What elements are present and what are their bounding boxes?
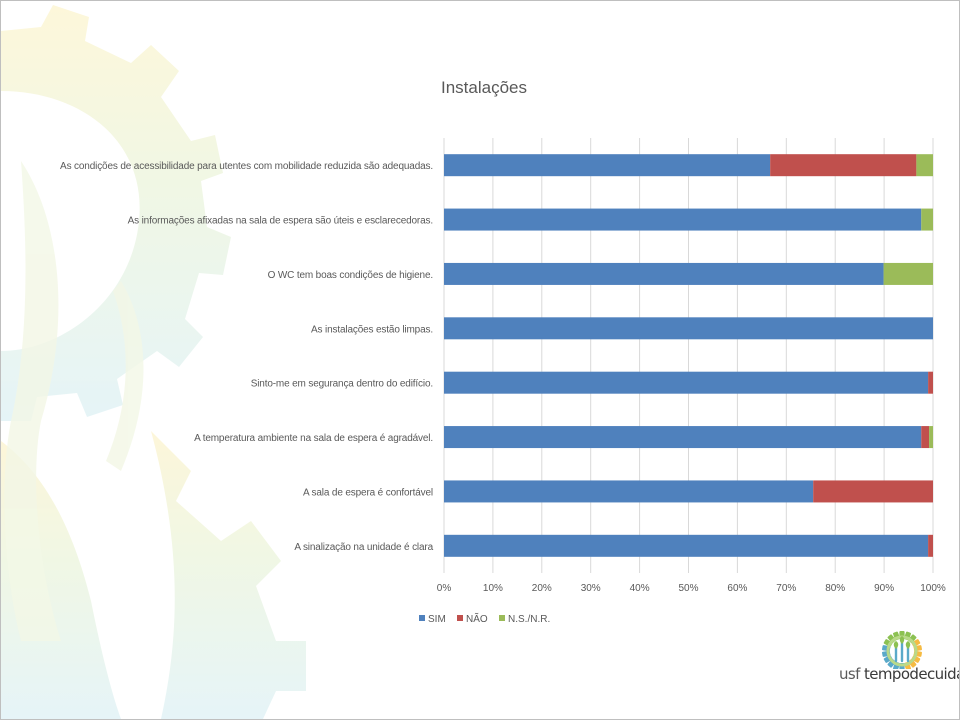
- x-tick-label: 90%: [874, 583, 894, 594]
- legend-swatch-ns: [499, 615, 505, 621]
- bar-sim: [444, 534, 929, 557]
- bar-sim: [444, 426, 922, 449]
- bar-ns: [921, 208, 933, 231]
- bar-sim: [444, 208, 922, 231]
- wheat-gear-emblem-icon: [882, 631, 922, 669]
- x-tick-label: 50%: [678, 583, 698, 594]
- bar-nao: [921, 426, 930, 449]
- logo: usf tempodecuidar: [839, 629, 960, 701]
- legend-swatch-sim: [419, 615, 425, 621]
- bar-ns: [883, 262, 933, 285]
- bar-sim: [444, 262, 884, 285]
- bar-nao: [928, 371, 933, 394]
- logo-text-usf: usf: [839, 665, 864, 683]
- category-label: Sinto-me em segurança dentro do edifício…: [251, 379, 433, 390]
- category-label: A temperatura ambiente na sala de espera…: [194, 433, 433, 444]
- bar-nao: [928, 534, 933, 557]
- bar-ns: [916, 154, 933, 177]
- logo-wordmark: usf tempodecuidar: [839, 665, 960, 683]
- legend-label-sim: SIM: [428, 614, 446, 625]
- logo-text-name: tempodecuidar: [863, 665, 960, 683]
- legend-label-nao: NÃO: [466, 612, 488, 625]
- chart-title: Instalações: [441, 78, 527, 97]
- legend-label-ns: N.S./N.R.: [508, 614, 550, 625]
- bar-sim: [444, 154, 771, 177]
- x-tick-label: 40%: [630, 583, 650, 594]
- bar-sim: [444, 480, 814, 503]
- category-label: As instalações estão limpas.: [311, 324, 433, 335]
- category-label: A sala de espera é confortável: [303, 487, 433, 498]
- x-tick-label: 60%: [727, 583, 747, 594]
- category-label: As condições de acessibilidade para uten…: [60, 161, 433, 172]
- x-tick-label: 80%: [825, 583, 845, 594]
- x-tick-label: 100%: [920, 583, 946, 594]
- bar-sim: [444, 371, 929, 394]
- x-tick-label: 70%: [776, 583, 796, 594]
- bar-sim: [444, 317, 933, 340]
- x-tick-label: 20%: [532, 583, 552, 594]
- x-tick-label: 30%: [581, 583, 601, 594]
- x-tick-label: 10%: [483, 583, 503, 594]
- category-label: O WC tem boas condições de higiene.: [268, 270, 433, 281]
- bar-ns: [929, 426, 933, 449]
- category-label: A sinalização na unidade é clara: [294, 542, 433, 553]
- legend-swatch-nao: [457, 615, 463, 621]
- bar-nao: [770, 154, 917, 177]
- x-tick-label: 0%: [437, 583, 452, 594]
- category-label: As informações afixadas na sala de esper…: [128, 216, 433, 227]
- bar-nao: [813, 480, 933, 503]
